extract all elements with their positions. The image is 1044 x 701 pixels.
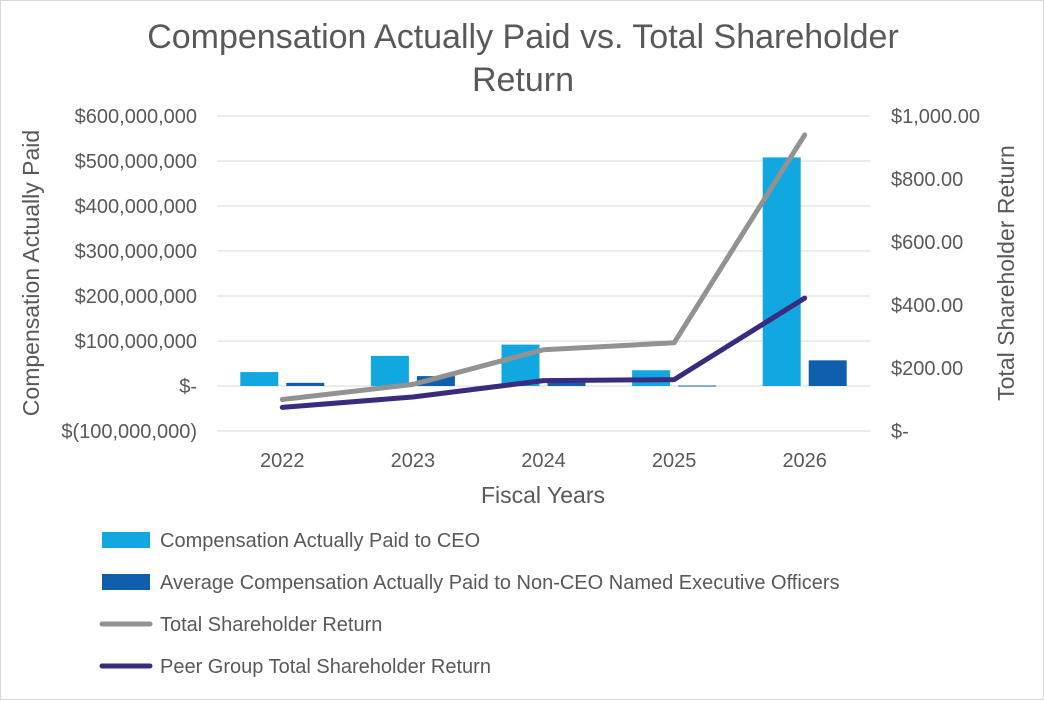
legend-ceo-label: Compensation Actually Paid to CEO bbox=[160, 530, 480, 552]
left-axis-ticks: $600,000,000 $500,000,000 $400,000,000 $300… bbox=[61, 106, 197, 443]
y2-axis-title: Total Shareholder Return bbox=[993, 145, 1019, 401]
right-axis-ticks: $1,000.00 $800.00 $600.00 $400.00 $200.00 $- bbox=[891, 106, 980, 443]
x-tick-label-2023: 2023 bbox=[391, 450, 436, 472]
y-tick-label-4: $200,000,000 bbox=[75, 286, 197, 308]
bar-ceo-2023 bbox=[370, 355, 409, 386]
x-axis-ticks: 2022 2023 2024 2025 2026 bbox=[260, 450, 827, 472]
x-tick-label-2024: 2024 bbox=[521, 450, 566, 472]
x-tick-label-2022: 2022 bbox=[260, 450, 305, 472]
x-tick-label-2025: 2025 bbox=[652, 450, 697, 472]
bar-neo-2023 bbox=[416, 376, 455, 386]
legend-neo-swatch bbox=[102, 574, 150, 590]
chart-title-line-2: Return bbox=[472, 61, 574, 99]
y2-tick-label-1: $800.00 bbox=[891, 169, 963, 191]
y-axis-title: Compensation Actually Paid bbox=[18, 130, 44, 416]
y2-tick-label-0: $1,000.00 bbox=[891, 106, 980, 128]
x-axis-title: Fiscal Years bbox=[481, 482, 605, 508]
y-tick-label-1: $500,000,000 bbox=[75, 151, 197, 173]
bar-neo-2026 bbox=[808, 360, 847, 386]
y-tick-label-5: $100,000,000 bbox=[75, 331, 197, 353]
legend-tsr-label: Total Shareholder Return bbox=[160, 614, 382, 636]
line-series bbox=[279, 132, 808, 410]
y-tick-label-6: $- bbox=[179, 376, 197, 398]
y2-tick-label-2: $600.00 bbox=[891, 232, 963, 254]
bar-neo-2022 bbox=[286, 382, 325, 386]
y2-tick-label-5: $- bbox=[891, 421, 909, 443]
y-tick-label-2: $400,000,000 bbox=[75, 196, 197, 218]
y-tick-label-0: $600,000,000 bbox=[75, 106, 197, 128]
y2-tick-label-4: $200.00 bbox=[891, 358, 963, 380]
legend-ceo-swatch bbox=[102, 532, 150, 548]
bar-neo-2024 bbox=[547, 381, 586, 386]
y-tick-label-3: $300,000,000 bbox=[75, 241, 197, 263]
x-tick-label-2026: 2026 bbox=[782, 450, 827, 472]
legend-neo-label: Average Compensation Actually Paid to No… bbox=[160, 572, 840, 594]
bar-neo-2025 bbox=[678, 385, 717, 387]
legend-peer-tsr-label: Peer Group Total Shareholder Return bbox=[160, 656, 491, 678]
y2-tick-label-3: $400.00 bbox=[891, 295, 963, 317]
y-tick-label-7: $(100,000,000) bbox=[61, 421, 197, 443]
bar-ceo-2022 bbox=[240, 372, 279, 386]
gridlines bbox=[217, 115, 870, 432]
chart-title-line-1: Compensation Actually Paid vs. Total Sha… bbox=[147, 18, 899, 56]
legend: Compensation Actually Paid to CEO Average… bbox=[99, 530, 840, 678]
line-total-shareholder-return bbox=[279, 132, 808, 402]
line-peer-group-tsr bbox=[279, 295, 808, 410]
